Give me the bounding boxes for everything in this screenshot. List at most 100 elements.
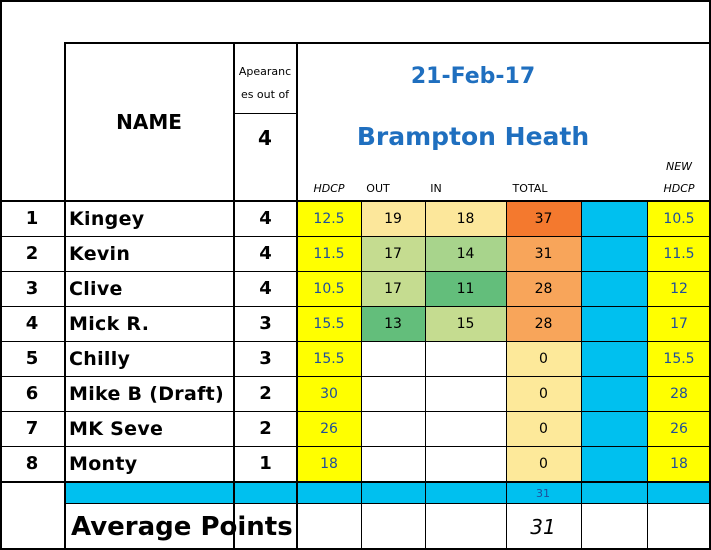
blank-cyan-cell [581, 376, 647, 411]
new-hdcp-cell: 10.5 [647, 201, 711, 236]
total-score-cell: 31 [506, 236, 581, 271]
new-hdcp-cell: 12 [647, 271, 711, 306]
average-points-label: Average Points [71, 512, 293, 542]
player-name: Kingey [69, 207, 145, 230]
appearances-count: 1 [259, 453, 272, 474]
grid-line [0, 411, 711, 412]
new-hdcp-cell: 18 [647, 446, 711, 481]
grid-line [0, 376, 711, 377]
total-score-cell: 0 [506, 446, 581, 481]
new-hdcp-cell: 11.5 [647, 236, 711, 271]
grid-line [0, 341, 711, 342]
player-name: Mike B (Draft) [69, 382, 225, 405]
blank-cyan-cell [581, 236, 647, 271]
hdcp-cell: 11.5 [297, 236, 361, 271]
grid-line [0, 306, 711, 307]
grid-line [234, 113, 297, 114]
band-total-value: 31 [536, 486, 550, 500]
grid-line [425, 482, 426, 503]
row-rank: 4 [25, 313, 39, 334]
total-score-cell: 28 [506, 271, 581, 306]
in-score-cell: 14 [425, 236, 506, 271]
hdcp-cell: 30 [297, 376, 361, 411]
summary-band-segment [297, 482, 361, 503]
summary-band-segment [506, 482, 581, 503]
row-rank: 2 [25, 243, 39, 264]
grid-line [0, 446, 711, 447]
hdcp-cell: 10.5 [297, 271, 361, 306]
out-score-cell: 13 [361, 306, 425, 341]
name-column-header: NAME [116, 110, 182, 134]
grid-line [506, 200, 507, 550]
summary-band-segment [234, 482, 297, 503]
total-score-cell: 37 [506, 201, 581, 236]
col-header-out: OUT [366, 181, 390, 195]
grid-line [0, 271, 711, 272]
in-score-cell [425, 376, 506, 411]
summary-band-segment [361, 482, 425, 503]
col-header-new-hdcp: HDCP [663, 181, 695, 195]
player-name: Clive [69, 277, 123, 300]
grid-line [361, 200, 362, 550]
out-score-cell [361, 446, 425, 481]
blank-cyan-cell [581, 411, 647, 446]
col-header-total: TOTAL [512, 181, 548, 195]
grid-line [0, 0, 711, 2]
grid-line [425, 200, 426, 550]
player-name: Chilly [69, 347, 131, 370]
in-score-cell [425, 341, 506, 376]
in-score-cell [425, 446, 506, 481]
hdcp-cell: 26 [297, 411, 361, 446]
grid-line [0, 548, 711, 550]
player-name: Monty [69, 452, 138, 475]
grid-line [0, 0, 2, 550]
in-score-cell: 15 [425, 306, 506, 341]
summary-band-segment [647, 482, 711, 503]
appearances-count: 2 [259, 418, 272, 439]
blank-cyan-cell [581, 446, 647, 481]
blank-cyan-cell [581, 341, 647, 376]
hdcp-cell: 12.5 [297, 201, 361, 236]
appearances-count: 4 [259, 243, 272, 264]
total-score-cell: 28 [506, 306, 581, 341]
appearances-count: 4 [259, 278, 272, 299]
new-hdcp-cell: 15.5 [647, 341, 711, 376]
row-rank: 5 [25, 348, 39, 369]
appearances-count: 3 [259, 348, 272, 369]
hdcp-cell: 15.5 [297, 341, 361, 376]
total-score-cell: 0 [506, 376, 581, 411]
round-date: 21-Feb-17 [410, 63, 536, 89]
grid-line [64, 503, 711, 504]
row-rank: 3 [25, 278, 39, 299]
player-name: MK Seve [69, 417, 164, 440]
in-score-cell: 11 [425, 271, 506, 306]
row-rank: 7 [25, 418, 39, 439]
total-score-cell: 0 [506, 341, 581, 376]
blank-cyan-cell [581, 306, 647, 341]
new-hdcp-cell: 28 [647, 376, 711, 411]
grid-line [581, 200, 582, 550]
appearances-count: 3 [259, 313, 272, 334]
col-header-new: NEW [665, 159, 693, 173]
blank-cyan-cell [581, 201, 647, 236]
grid-line [296, 42, 298, 550]
player-name: Mick R. [69, 312, 150, 335]
player-name: Kevin [69, 242, 131, 265]
col-header-in: IN [430, 181, 442, 195]
average-points-value: 31 [530, 515, 556, 539]
out-score-cell [361, 411, 425, 446]
new-hdcp-cell: 17 [647, 306, 711, 341]
summary-band-segment [64, 482, 234, 503]
appearances-total: 4 [258, 126, 272, 150]
hdcp-cell: 15.5 [297, 306, 361, 341]
grid-line [64, 42, 66, 550]
out-score-cell [361, 376, 425, 411]
new-hdcp-cell: 26 [647, 411, 711, 446]
hdcp-cell: 18 [297, 446, 361, 481]
appearances-count: 4 [259, 208, 272, 229]
grid-line [233, 42, 235, 550]
course-name: Brampton Heath [356, 121, 590, 151]
grid-line [361, 482, 362, 503]
out-score-cell: 17 [361, 271, 425, 306]
grid-line [0, 481, 711, 483]
